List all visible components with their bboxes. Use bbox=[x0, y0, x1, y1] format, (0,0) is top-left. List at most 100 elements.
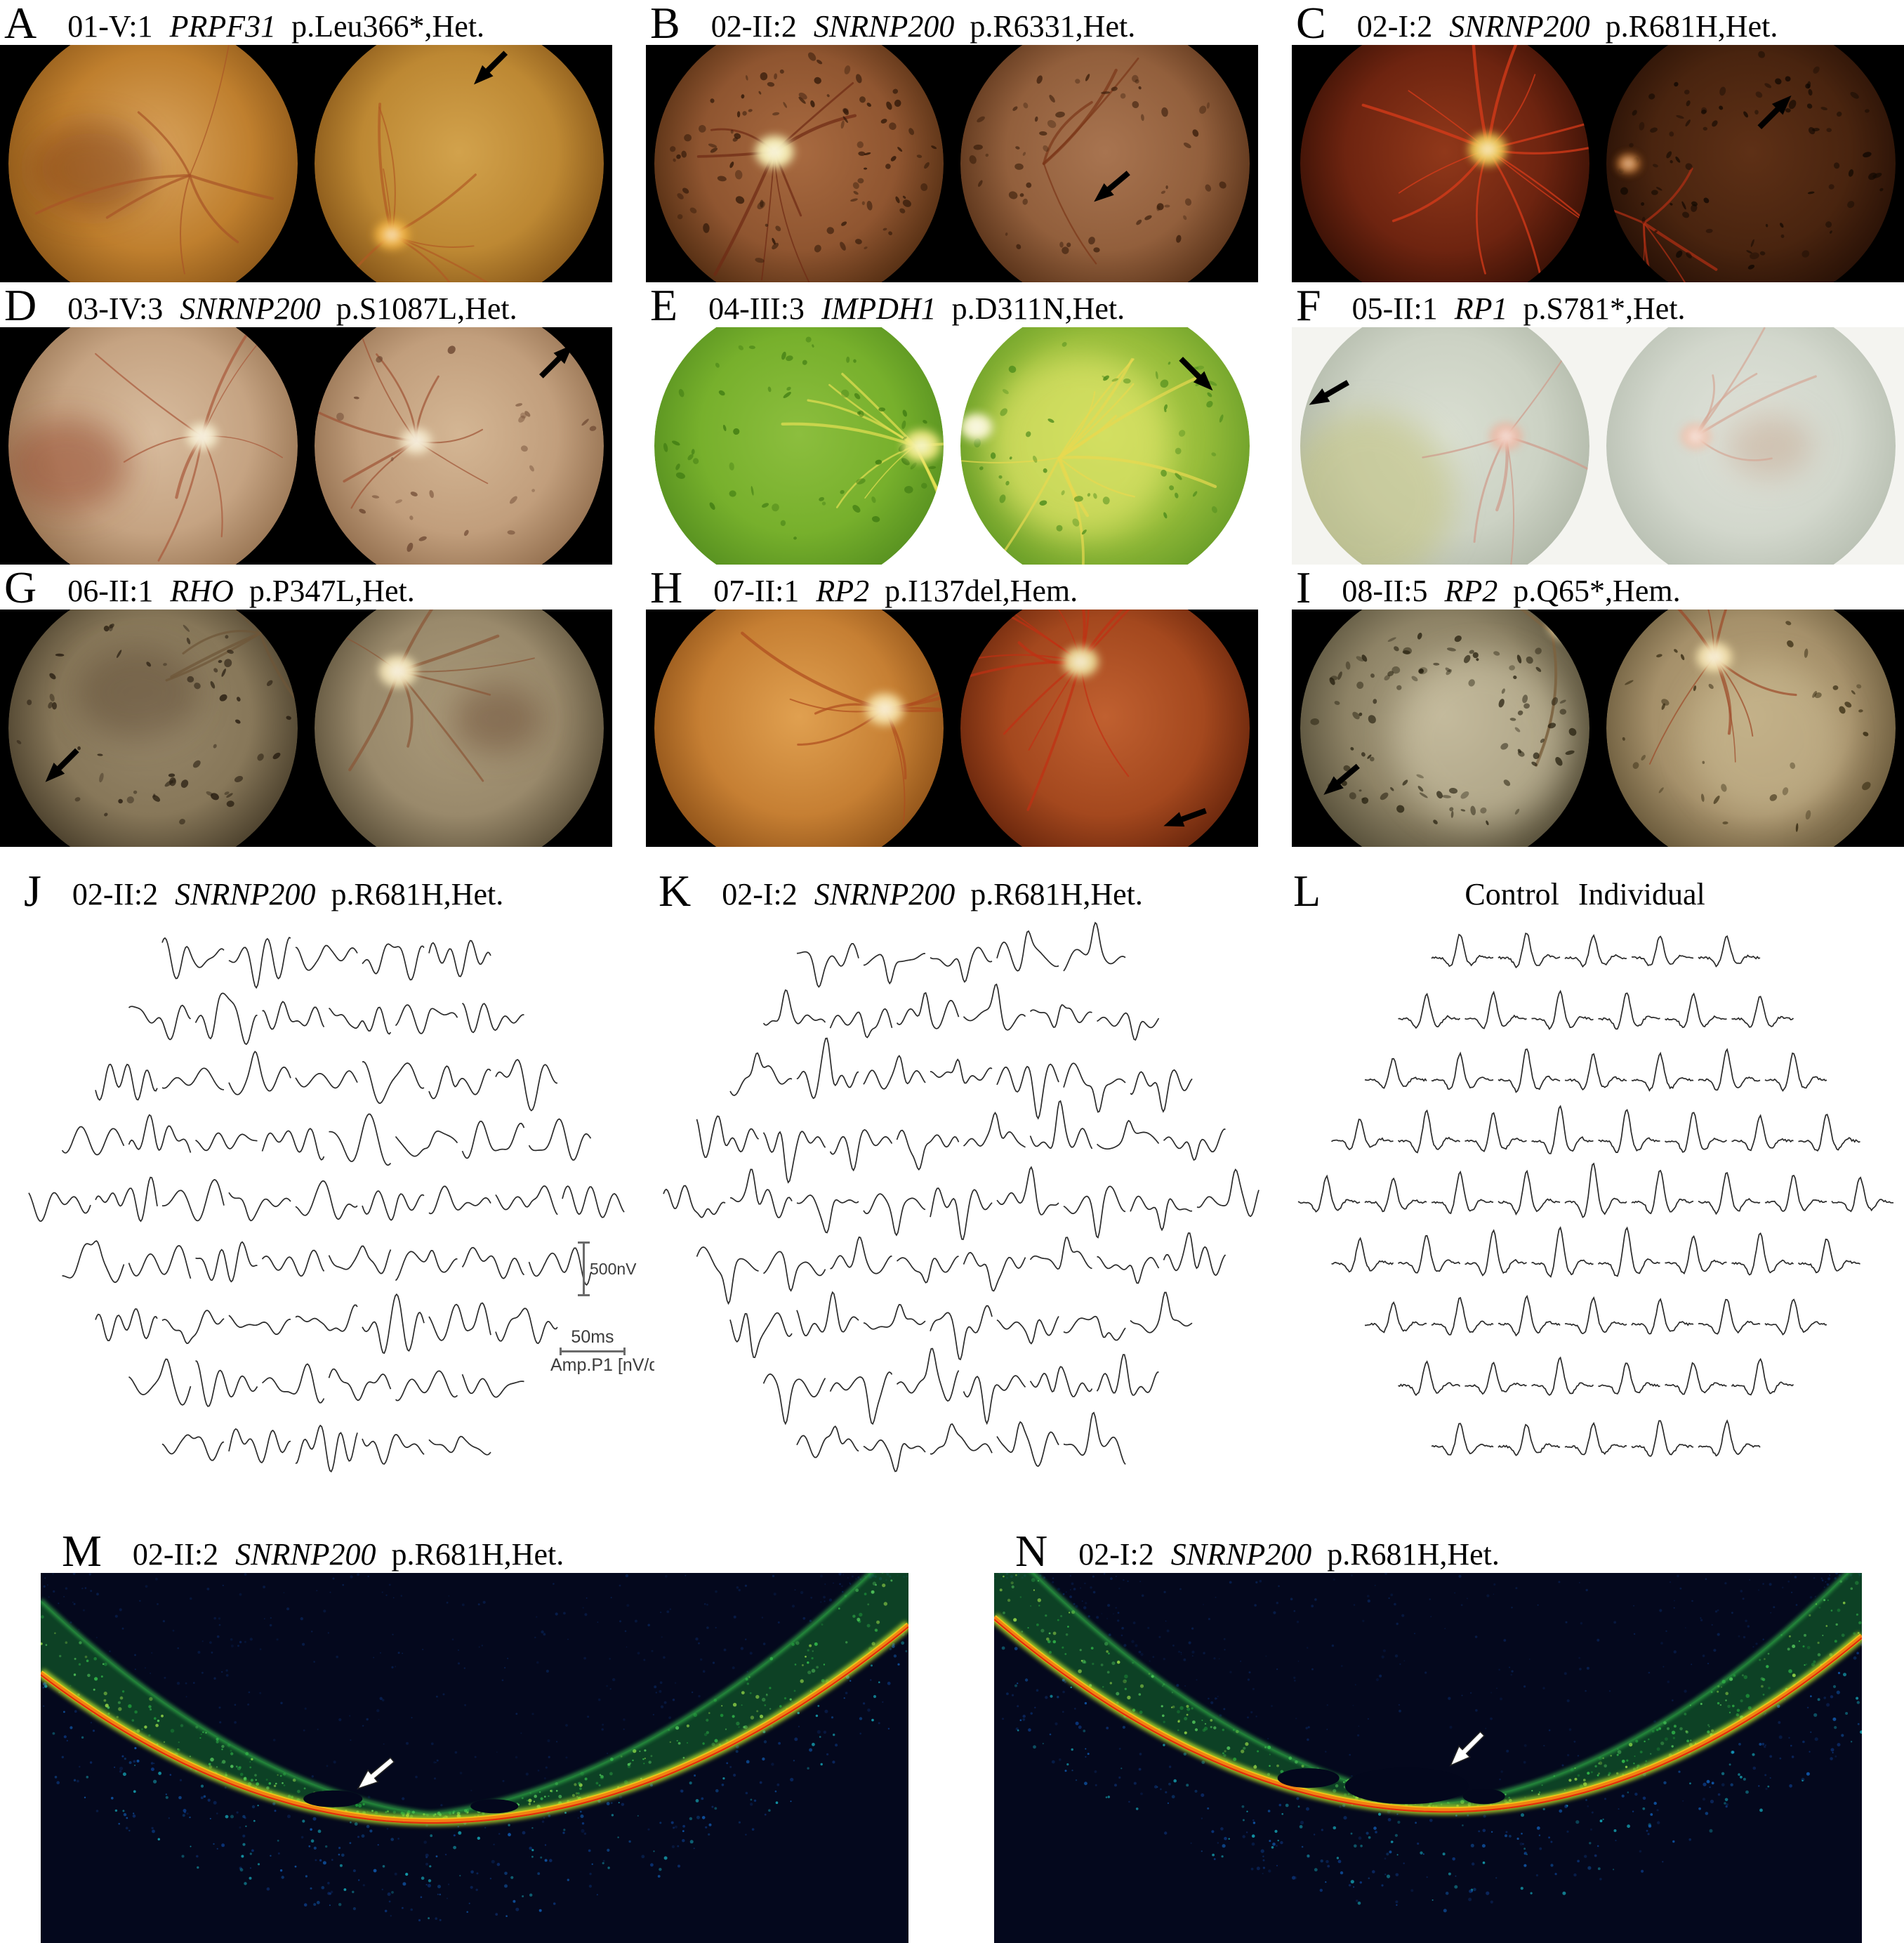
fundus-photo-pair bbox=[0, 327, 612, 565]
panel-M-header: M 02-II:2 SNRNP200 p.R681H,Het. bbox=[41, 1522, 908, 1573]
variant-label: p.Q65*,Hem. bbox=[1513, 576, 1680, 607]
variant-label: p.I137del,Hem. bbox=[885, 576, 1078, 607]
gene-name: SNRNP200 bbox=[1449, 11, 1589, 42]
patient-id: 08-II:5 bbox=[1342, 576, 1427, 607]
panel-letter: M bbox=[62, 1532, 102, 1570]
panel-L: L Control Individual bbox=[1289, 868, 1903, 1496]
patient-id: 02-I:2 bbox=[722, 879, 798, 910]
gene-name: RP1 bbox=[1455, 294, 1508, 324]
panel-D-header: D 03-IV:3 SNRNP200 p.S1087L,Het. bbox=[0, 282, 612, 327]
oct-scan-image bbox=[41, 1573, 908, 1943]
panel-D: D 03-IV:3 SNRNP200 p.S1087L,Het. bbox=[0, 282, 612, 565]
panel-letter: E bbox=[650, 286, 677, 324]
panel-C: C 02-I:2 SNRNP200 p.R681H,Het. bbox=[1292, 0, 1904, 282]
panel-K: K 02-I:2 SNRNP200 p.R681H,Het. bbox=[654, 868, 1268, 1496]
variant-label: p.S781*,Het. bbox=[1523, 294, 1686, 324]
panel-G: G 06-II:1 RHO p.P347L,Het. bbox=[0, 565, 612, 847]
gene-name: SNRNP200 bbox=[814, 879, 955, 910]
panel-letter: N bbox=[1015, 1532, 1047, 1570]
panel-A-header: A 01-V:1 PRPF31 p.Leu366*,Het. bbox=[0, 0, 612, 45]
variant-label: p.Leu366*,Het. bbox=[291, 11, 484, 42]
panel-letter: L bbox=[1293, 872, 1321, 910]
panel-G-header: G 06-II:1 RHO p.P347L,Het. bbox=[0, 565, 612, 610]
panel-N-header: N 02-I:2 SNRNP200 p.R681H,Het. bbox=[994, 1522, 1862, 1573]
gene-name: RHO bbox=[170, 576, 233, 607]
patient-id: 02-II:2 bbox=[133, 1539, 218, 1570]
panel-letter: A bbox=[4, 4, 37, 42]
panel-N: N 02-I:2 SNRNP200 p.R681H,Het. bbox=[994, 1522, 1862, 1943]
panel-J: J 02-II:2 SNRNP200 p.R681H,Het. 500nV 50ms … bbox=[20, 868, 633, 1496]
erg-trace-array bbox=[1289, 913, 1903, 1496]
patient-id: 07-II:1 bbox=[713, 576, 799, 607]
panel-E: E 04-III:3 IMPDH1 p.D311N,Het. bbox=[646, 282, 1258, 565]
oct-panel-row: M 02-II:2 SNRNP200 p.R681H,Het. N 02-I:2 SNRN… bbox=[0, 1522, 1904, 1943]
panel-letter: F bbox=[1296, 286, 1321, 324]
panel-B: B 02-II:2 SNRNP200 p.R6331,Het. bbox=[646, 0, 1258, 282]
gene-name: SNRNP200 bbox=[1171, 1539, 1311, 1570]
time-scale-label: 50ms bbox=[571, 1327, 614, 1348]
amplitude-scale-line bbox=[583, 1241, 585, 1296]
patient-id: 06-II:1 bbox=[67, 576, 153, 607]
panel-F-header: F 05-II:1 RP1 p.S781*,Het. bbox=[1292, 282, 1904, 327]
fundus-photo-pair bbox=[1292, 327, 1904, 565]
patient-id: 02-II:2 bbox=[711, 11, 797, 42]
oct-scan-image bbox=[994, 1573, 1862, 1943]
panel-letter: D bbox=[4, 286, 37, 324]
variant-label: p.D311N,Het. bbox=[952, 294, 1125, 324]
patient-id: 02-I:2 bbox=[1357, 11, 1433, 42]
variant-label: p.S1087L,Het. bbox=[336, 294, 517, 324]
panel-letter: J bbox=[24, 872, 41, 910]
time-scale-line bbox=[560, 1350, 626, 1352]
gene-name: SNRNP200 bbox=[235, 1539, 376, 1570]
variant-label: p.R681H,Het. bbox=[331, 879, 504, 910]
patient-id: 05-II:1 bbox=[1352, 294, 1438, 324]
fundus-photo-pair bbox=[1292, 45, 1904, 282]
panel-F: F 05-II:1 RP1 p.S781*,Het. bbox=[1292, 282, 1904, 565]
erg-trace-array bbox=[654, 913, 1268, 1496]
erg-trace-array: 500nV 50ms Amp.P1 [nV/deg²] bbox=[20, 913, 633, 1496]
patient-id: 04-III:3 bbox=[708, 294, 805, 324]
erg-panel-grid: J 02-II:2 SNRNP200 p.R681H,Het. 500nV 50ms … bbox=[0, 868, 1904, 1496]
panel-J-header: J 02-II:2 SNRNP200 p.R681H,Het. bbox=[20, 868, 633, 913]
fundus-photo-pair bbox=[646, 45, 1258, 282]
gene-name: RP2 bbox=[1445, 576, 1498, 607]
gene-name: SNRNP200 bbox=[175, 879, 315, 910]
panel-letter: K bbox=[659, 872, 691, 910]
gene-name: PRPF31 bbox=[170, 11, 277, 42]
variant-label: p.R681H,Het. bbox=[1327, 1539, 1500, 1570]
panel-E-header: E 04-III:3 IMPDH1 p.D311N,Het. bbox=[646, 282, 1258, 327]
fundus-photo-pair bbox=[0, 610, 612, 847]
time-scale: 50ms bbox=[550, 1327, 635, 1352]
variant-label: p.R681H,Het. bbox=[392, 1539, 564, 1570]
fundus-photo-pair bbox=[646, 327, 1258, 565]
panel-letter: B bbox=[650, 4, 680, 42]
control-individual-label: Control Individual bbox=[1351, 879, 1818, 910]
fundus-panel-grid: A 01-V:1 PRPF31 p.Leu366*,Het. B 02-II:2 SNRN… bbox=[0, 0, 1904, 847]
patient-id: 03-IV:3 bbox=[67, 294, 163, 324]
gene-name: SNRNP200 bbox=[814, 11, 954, 42]
fundus-photo-pair bbox=[0, 45, 612, 282]
variant-label: p.R681H,Het. bbox=[970, 879, 1143, 910]
panel-C-header: C 02-I:2 SNRNP200 p.R681H,Het. bbox=[1292, 0, 1904, 45]
fundus-photo-pair bbox=[1292, 610, 1904, 847]
variant-label: p.R681H,Het. bbox=[1606, 11, 1778, 42]
patient-id: 02-I:2 bbox=[1078, 1539, 1154, 1570]
fundus-photo-pair bbox=[646, 610, 1258, 847]
panel-K-header: K 02-I:2 SNRNP200 p.R681H,Het. bbox=[654, 868, 1268, 913]
gene-name: SNRNP200 bbox=[180, 294, 320, 324]
gene-name: IMPDH1 bbox=[821, 294, 937, 324]
variant-label: p.R6331,Het. bbox=[970, 11, 1135, 42]
panel-L-header: L Control Individual bbox=[1289, 868, 1903, 913]
panel-letter: G bbox=[4, 569, 37, 607]
amplitude-scale-label: 500nV bbox=[590, 1260, 637, 1279]
patient-id: 01-V:1 bbox=[67, 11, 152, 42]
panel-B-header: B 02-II:2 SNRNP200 p.R6331,Het. bbox=[646, 0, 1258, 45]
variant-label: p.P347L,Het. bbox=[249, 576, 415, 607]
patient-id: 02-II:2 bbox=[72, 879, 158, 910]
panel-letter: C bbox=[1296, 4, 1326, 42]
